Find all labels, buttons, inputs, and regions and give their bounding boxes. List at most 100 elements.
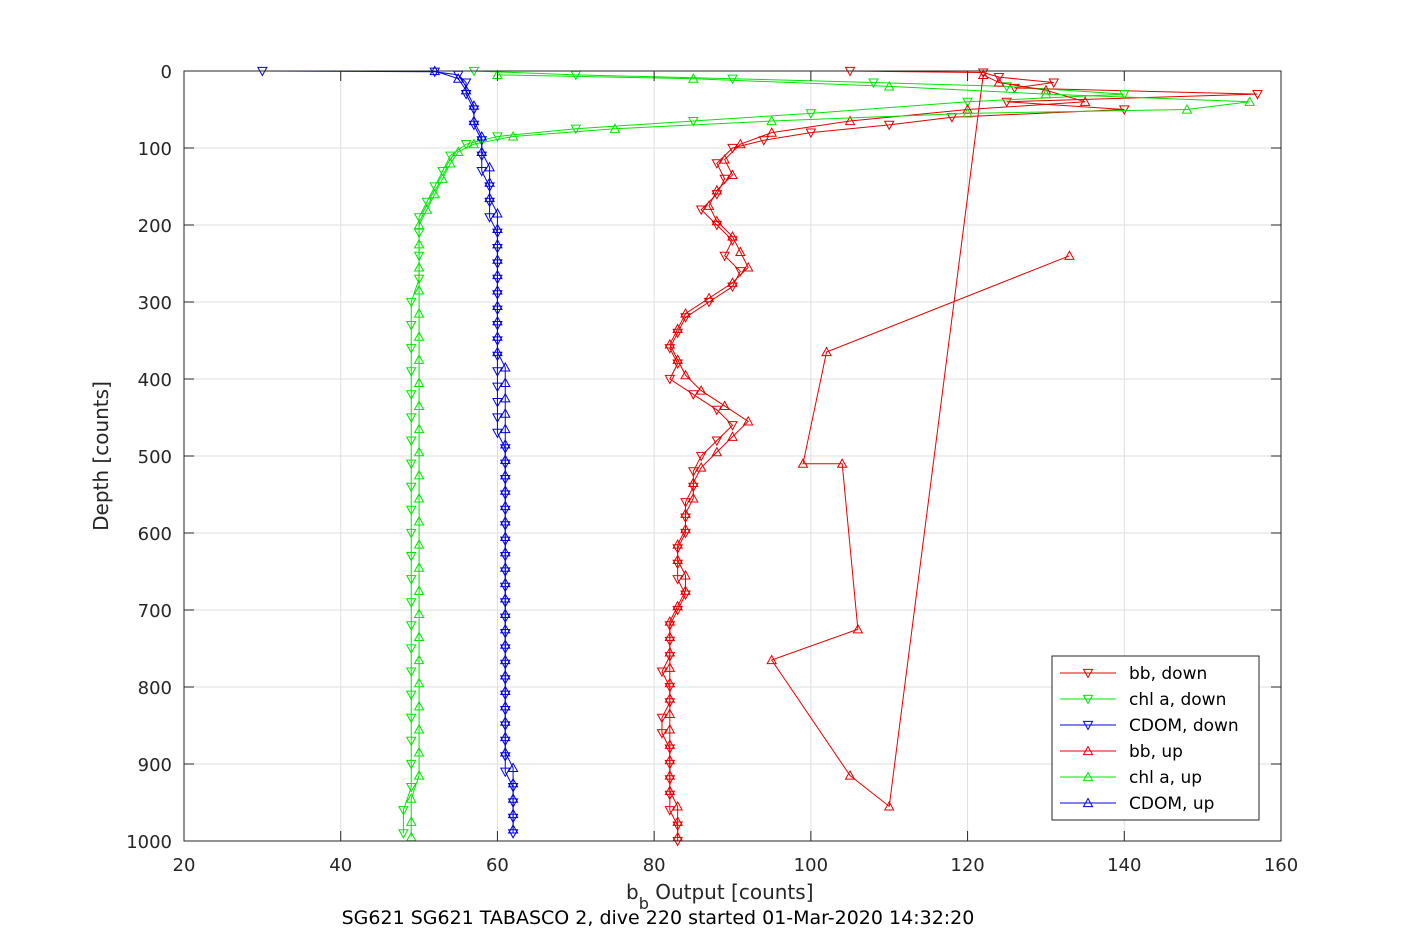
data-point xyxy=(492,284,503,295)
data-point xyxy=(492,398,503,408)
legend-label: CDOM, up xyxy=(1129,794,1214,814)
data-point xyxy=(499,408,511,418)
data-point xyxy=(413,238,425,249)
data-point xyxy=(758,136,770,146)
data-point xyxy=(499,392,511,403)
data-point xyxy=(1064,250,1075,260)
y-tick-label: 0 xyxy=(161,62,172,83)
data-point xyxy=(405,759,417,770)
data-point xyxy=(664,631,676,642)
data-point xyxy=(499,469,511,480)
data-point xyxy=(445,157,456,168)
data-point xyxy=(868,78,879,89)
data-point xyxy=(405,528,417,539)
legend-item[interactable]: chl a, down xyxy=(1060,690,1226,710)
data-point xyxy=(413,562,425,572)
data-point xyxy=(499,577,511,588)
data-point xyxy=(499,377,511,387)
data-point xyxy=(499,623,511,634)
x-tick-label: 80 xyxy=(643,855,666,876)
data-point xyxy=(687,467,699,477)
data-point xyxy=(1040,88,1052,99)
data-point xyxy=(507,808,519,819)
data-point xyxy=(727,421,738,431)
data-point xyxy=(492,413,503,424)
data-point xyxy=(413,354,425,364)
data-point xyxy=(570,124,582,135)
data-point xyxy=(687,477,699,488)
data-point xyxy=(429,182,441,193)
data-point xyxy=(499,515,511,526)
y-tick-label: 600 xyxy=(138,524,172,545)
legend-item[interactable]: CDOM, down xyxy=(1060,716,1239,736)
data-point xyxy=(766,127,778,137)
data-point xyxy=(672,323,683,334)
x-tick-label: 40 xyxy=(329,855,352,876)
data-point xyxy=(413,746,425,757)
y-tick-label: 400 xyxy=(138,370,172,391)
legend-marker xyxy=(1082,668,1094,679)
data-point xyxy=(656,729,668,739)
data-point xyxy=(413,446,425,457)
data-point xyxy=(405,367,417,377)
legend-item[interactable]: CDOM, up xyxy=(1060,794,1214,814)
data-point xyxy=(484,177,495,187)
data-point xyxy=(413,331,425,341)
data-point xyxy=(727,169,738,180)
data-point xyxy=(727,143,738,154)
data-point xyxy=(492,269,503,280)
data-point xyxy=(405,816,417,826)
data-point xyxy=(687,492,699,503)
data-point xyxy=(499,562,511,572)
data-point xyxy=(405,621,417,631)
legend[interactable]: bb, down chl a, down CDOM, down bb, up chl a… xyxy=(1051,655,1260,821)
y-tick-label: 900 xyxy=(138,755,172,776)
legend-marker xyxy=(1082,745,1094,756)
data-point xyxy=(499,685,511,695)
data-point xyxy=(734,246,746,257)
legend-marker xyxy=(1082,797,1094,808)
data-point xyxy=(672,554,683,565)
data-point xyxy=(413,585,425,595)
data-point xyxy=(405,783,417,793)
data-point xyxy=(680,308,691,318)
data-point xyxy=(405,413,417,424)
data-point xyxy=(742,415,754,426)
data-point xyxy=(413,469,425,480)
y-tick-labels: 0 100 200 300 400 500 600 700 800 900 1000 xyxy=(126,62,172,853)
legend-item[interactable]: chl a, up xyxy=(1060,768,1202,788)
data-point xyxy=(492,207,503,218)
x-tick-label: 140 xyxy=(1107,855,1141,876)
data-point xyxy=(687,116,699,127)
data-point xyxy=(687,390,699,400)
data-point xyxy=(405,344,417,354)
data-point xyxy=(664,677,676,688)
data-point xyxy=(413,400,425,411)
legend-item[interactable]: bb, down xyxy=(1060,664,1207,684)
data-point xyxy=(413,515,425,526)
data-point xyxy=(476,146,488,156)
legend-label: bb, up xyxy=(1129,742,1183,762)
x-tick-label: 160 xyxy=(1264,855,1298,876)
data-point xyxy=(492,428,503,439)
data-point xyxy=(672,816,683,826)
data-point xyxy=(413,608,425,618)
data-point xyxy=(405,552,417,562)
data-point xyxy=(499,531,511,541)
data-point xyxy=(405,436,417,447)
data-point xyxy=(429,188,441,199)
data-point xyxy=(437,167,448,177)
data-point xyxy=(507,762,519,772)
data-point xyxy=(993,73,1005,83)
y-tick-label: 500 xyxy=(138,447,172,468)
data-point xyxy=(766,115,778,126)
x-axis-label-main: b xyxy=(626,880,639,904)
data-point xyxy=(883,120,895,131)
y-tick-label: 300 xyxy=(138,293,172,314)
data-point xyxy=(672,800,683,811)
data-point xyxy=(405,713,417,724)
data-point xyxy=(977,68,989,79)
data-point xyxy=(844,770,856,780)
legend-item[interactable]: bb, up xyxy=(1060,742,1183,762)
data-point xyxy=(719,400,731,411)
